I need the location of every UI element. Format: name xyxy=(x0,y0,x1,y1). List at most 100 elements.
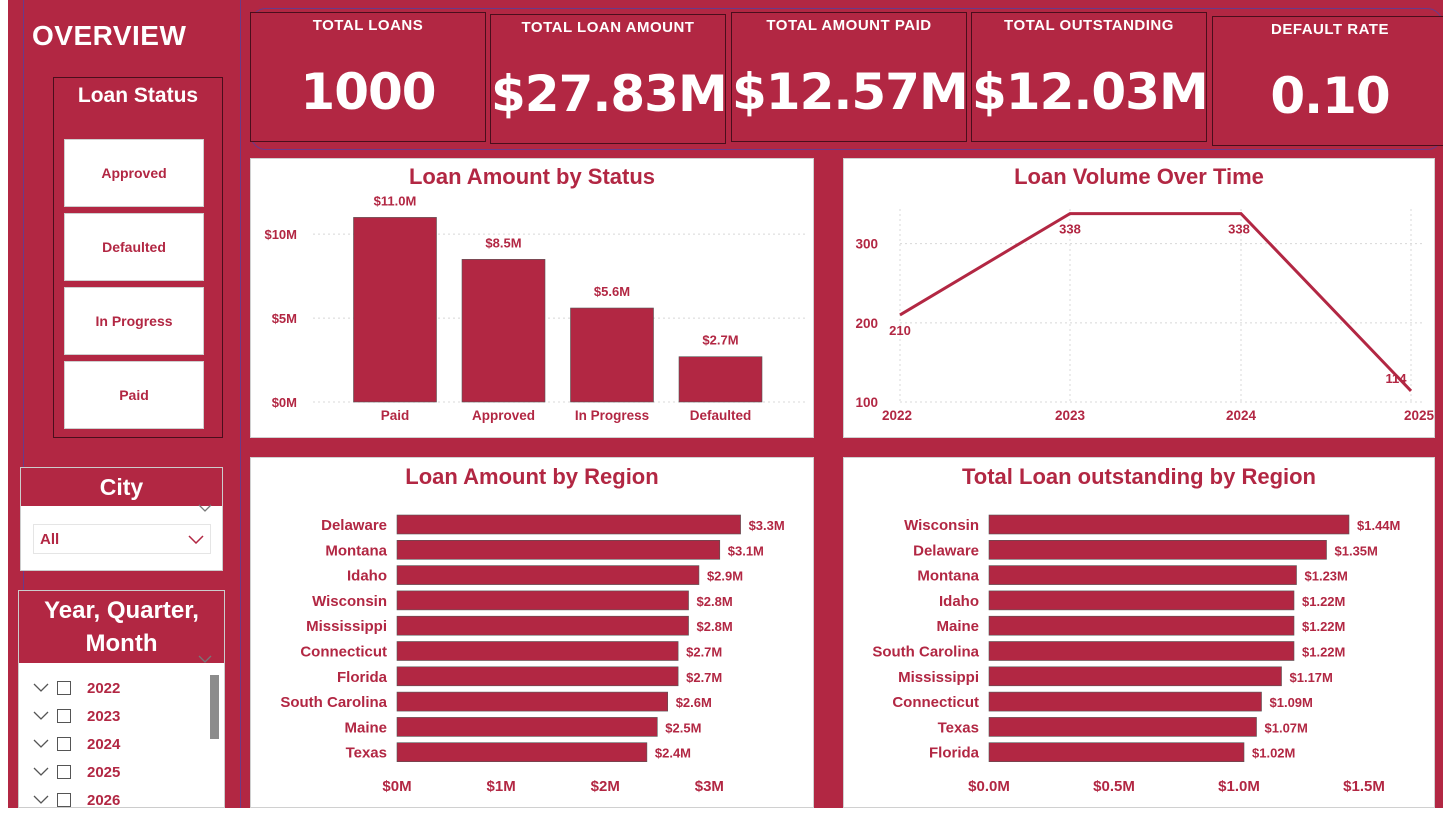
x-tick-label: 2025 xyxy=(1404,408,1435,423)
city-dropdown[interactable]: All xyxy=(33,524,211,554)
year-item-2022[interactable]: 2022 xyxy=(33,676,120,700)
status-button-approved[interactable]: Approved xyxy=(64,139,204,207)
bar xyxy=(396,615,689,636)
data-label: $2.6M xyxy=(676,695,712,710)
y-tick-label: 100 xyxy=(855,395,878,410)
status-button-defaulted[interactable]: Defaulted xyxy=(64,213,204,281)
bar xyxy=(988,641,1295,661)
bar xyxy=(396,666,679,687)
y-tick-label: 200 xyxy=(855,316,878,331)
chart-outstanding-by-region: Total Loan outstanding by Region Wiscons… xyxy=(843,457,1435,808)
x-tick-label: 2023 xyxy=(1055,408,1086,423)
bar xyxy=(396,540,721,560)
checkbox[interactable] xyxy=(57,765,71,779)
city-dropdown-value: All xyxy=(40,530,60,548)
volume-line-chart: 100 200 300 210 2022 338 2023 338 2024 114 2025 xyxy=(855,209,1435,423)
data-label: $2.7M xyxy=(686,670,722,685)
y-tick-label: $0M xyxy=(272,395,297,410)
year-item-2024[interactable]: 2024 xyxy=(33,732,120,756)
bar xyxy=(988,540,1327,560)
series-line xyxy=(899,212,1413,392)
checkbox[interactable] xyxy=(57,737,71,751)
category-label: Florida xyxy=(929,745,980,762)
chart-loan-volume-over-time: Loan Volume Over Time 100 200 300 210 2022 33… xyxy=(843,158,1435,438)
category-label: Connecticut xyxy=(892,694,979,711)
status-button-in-progress[interactable]: In Progress xyxy=(64,287,204,355)
chevron-down-icon[interactable] xyxy=(33,767,49,777)
data-label: 114 xyxy=(1386,371,1408,386)
date-slicer-title: Year, Quarter, Month xyxy=(19,591,224,663)
x-tick-label: $3M xyxy=(695,778,724,795)
category-label: Delaware xyxy=(321,517,387,534)
bar xyxy=(988,717,1257,737)
chart-loan-amount-by-region: Loan Amount by Region Delaware $3.3M Monta… xyxy=(250,457,814,808)
bar xyxy=(570,307,654,403)
category-label: Connecticut xyxy=(300,644,387,661)
category-label: Idaho xyxy=(347,568,387,585)
city-slicer: City All xyxy=(20,467,223,571)
status-bar-chart: $0M $5M $10M $11.0M Paid $8.5M Approved $5.6M In… xyxy=(264,193,806,423)
data-label: 338 xyxy=(1228,222,1250,237)
kpi-title: DEFAULT RATE xyxy=(1271,21,1389,38)
chevron-down-icon[interactable] xyxy=(33,739,49,749)
x-tick-label: $1M xyxy=(487,778,516,795)
bar xyxy=(396,641,679,661)
kpi-value: $12.57M xyxy=(732,63,969,121)
data-label: $8.5M xyxy=(485,235,521,250)
category-label: Montana xyxy=(325,542,387,559)
data-label: $2.8M xyxy=(697,619,733,634)
year-item-2025[interactable]: 2025 xyxy=(33,760,120,784)
bar xyxy=(988,691,1262,712)
bar xyxy=(678,356,763,403)
kpi-value: 0.10 xyxy=(1270,67,1390,125)
year-label: 2022 xyxy=(87,679,121,697)
x-tick-label: $2M xyxy=(591,778,620,795)
category-label: Idaho xyxy=(939,593,979,610)
bar xyxy=(988,615,1295,636)
year-item-2026[interactable]: 2026 xyxy=(33,788,120,807)
chevron-down-icon[interactable] xyxy=(198,504,212,512)
year-label: 2023 xyxy=(87,707,121,725)
scrollbar-thumb[interactable] xyxy=(210,675,219,739)
bar xyxy=(396,590,689,611)
category-label: Montana xyxy=(917,568,979,585)
y-tick-label: $10M xyxy=(264,227,297,242)
x-tick-label: $1.0M xyxy=(1218,778,1260,795)
category-label: Mississippi xyxy=(898,669,979,686)
data-label: $2.7M xyxy=(702,333,738,348)
x-tick-label: $1.5M xyxy=(1343,778,1385,795)
bar xyxy=(988,565,1297,585)
kpi-card-total-amount-paid: TOTAL AMOUNT PAID $12.57M xyxy=(731,12,969,142)
bar xyxy=(988,590,1295,611)
checkbox[interactable] xyxy=(57,793,71,807)
chevron-down-icon[interactable] xyxy=(33,683,49,693)
bar xyxy=(988,514,1350,535)
x-tick-label: Defaulted xyxy=(690,408,752,423)
status-button-paid[interactable]: Paid xyxy=(64,361,204,429)
data-label: $1.35M xyxy=(1335,543,1378,558)
year-label: 2025 xyxy=(87,763,121,781)
x-tick-label: $0M xyxy=(382,778,411,795)
data-label: $3.1M xyxy=(728,543,764,558)
date-slicer-title-line1: Year, Quarter, xyxy=(44,597,199,624)
loan-status-slicer: Loan Status Approved Defaulted In Progre… xyxy=(53,77,223,438)
outstanding-bar-chart: Wisconsin $1.44M Delaware $1.35M Montana $1.2… xyxy=(872,514,1400,795)
data-label: 338 xyxy=(1059,222,1081,237)
chevron-down-icon[interactable] xyxy=(33,795,49,805)
bar xyxy=(353,217,437,403)
year-item-2023[interactable]: 2023 xyxy=(33,704,120,728)
bar xyxy=(988,742,1245,763)
chart-title: Total Loan outstanding by Region xyxy=(961,464,1316,489)
category-label: Delaware xyxy=(913,542,979,559)
x-tick-label: In Progress xyxy=(575,408,649,423)
chevron-down-icon[interactable] xyxy=(198,655,212,663)
checkbox[interactable] xyxy=(57,681,71,695)
data-label: $2.8M xyxy=(697,594,733,609)
x-tick-label: Approved xyxy=(472,408,535,423)
category-label: South Carolina xyxy=(280,694,387,711)
kpi-title: TOTAL LOAN AMOUNT xyxy=(521,19,695,36)
data-label: $1.22M xyxy=(1302,645,1345,660)
checkbox[interactable] xyxy=(57,709,71,723)
kpi-title: TOTAL LOANS xyxy=(312,17,424,34)
chevron-down-icon[interactable] xyxy=(33,711,49,721)
